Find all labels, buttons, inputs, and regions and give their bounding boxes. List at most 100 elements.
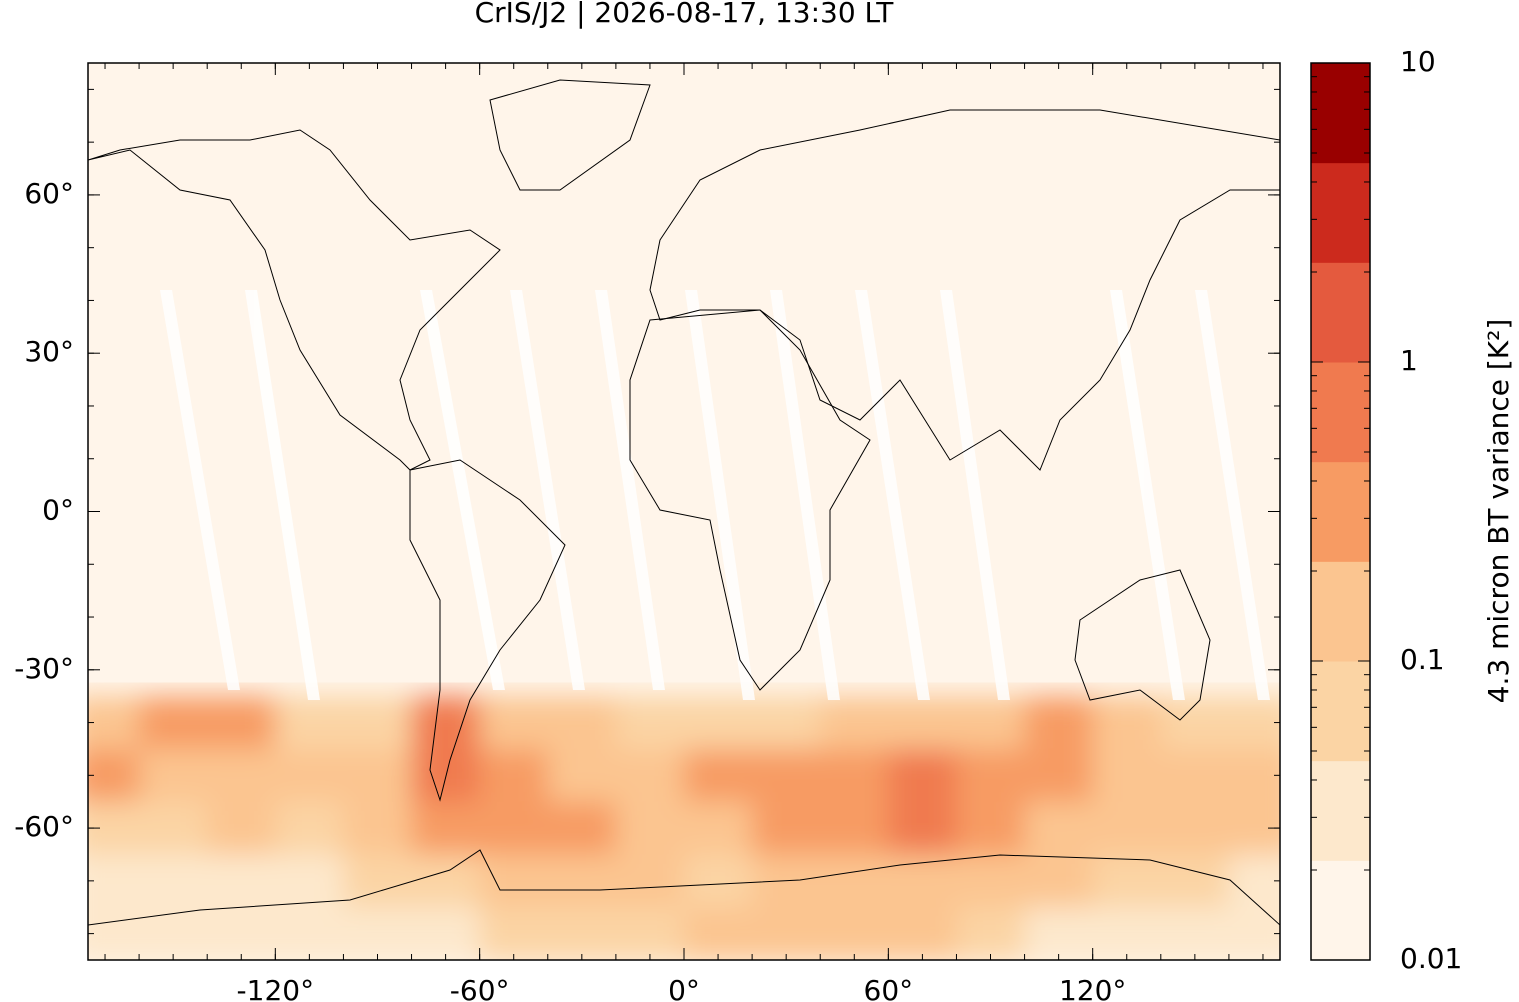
colorbar-band (1311, 262, 1370, 363)
field-cell (1092, 748, 1162, 803)
field-cell (343, 801, 413, 856)
field-cell (888, 696, 958, 750)
field-cell (684, 748, 754, 803)
field-cell (139, 696, 209, 750)
colorbar-band (1311, 561, 1370, 662)
field-cell (956, 907, 1026, 960)
field-cell (888, 854, 958, 909)
field-cell (275, 854, 345, 909)
field-cell (1160, 854, 1230, 909)
field-cell (547, 748, 617, 803)
field-cell (275, 801, 345, 856)
field-cell (1160, 801, 1230, 856)
field-cell (207, 907, 277, 960)
field-cell (820, 854, 890, 909)
colorbar-tick-label: 0.01 (1400, 942, 1462, 975)
field-cell (1228, 854, 1280, 909)
field-cell (820, 801, 890, 856)
colorbar-tick-label: 10 (1400, 45, 1436, 78)
field-cell (139, 907, 209, 960)
field-cell (1024, 696, 1094, 750)
colorbar-band (1311, 63, 1370, 164)
field-cell (820, 748, 890, 803)
field-cell (139, 801, 209, 856)
field-cell (1228, 748, 1280, 803)
field-cell (547, 801, 617, 856)
field-cell (684, 801, 754, 856)
data-gaps (160, 290, 1270, 700)
field-cell (1092, 854, 1162, 909)
field-cell (411, 801, 481, 856)
field-cell (752, 801, 822, 856)
colorbar-band (1311, 760, 1370, 861)
field-cell (1160, 748, 1230, 803)
field-cell (752, 907, 822, 960)
field-cell (275, 696, 345, 750)
field-cell (547, 907, 617, 960)
field-cell (207, 854, 277, 909)
field-cell (88, 907, 141, 960)
field-cell (1024, 748, 1094, 803)
field-cell (1024, 854, 1094, 909)
field-cell (1024, 907, 1094, 960)
field-cell (479, 696, 549, 750)
field-cell (275, 748, 345, 803)
field-cell (615, 907, 685, 960)
field-cell (888, 748, 958, 803)
field-cell (615, 696, 685, 750)
field-cell (479, 907, 549, 960)
field-cell (888, 907, 958, 960)
field-cell (615, 748, 685, 803)
colorbar-band (1311, 860, 1370, 961)
field-cell (343, 748, 413, 803)
field-cell (207, 748, 277, 803)
field-cell (1092, 907, 1162, 960)
field-cell (88, 854, 141, 909)
y-tick-label: -30° (14, 652, 74, 685)
chart-title: CrIS/J2 | 2026-08-17, 13:30 LT (475, 0, 895, 29)
colorbar-tick-label: 1 (1400, 344, 1418, 377)
field-cell (752, 696, 822, 750)
field-cell (88, 801, 141, 856)
field-cell (479, 854, 549, 909)
colorbar-frame (1310, 62, 1371, 961)
field-cell (275, 907, 345, 960)
field-cell (343, 696, 413, 750)
x-tick-label: -60° (450, 974, 510, 1002)
field-cell (752, 748, 822, 803)
field-cell (684, 696, 754, 750)
field-cell (956, 748, 1026, 803)
field-cell (615, 801, 685, 856)
field-cell (139, 748, 209, 803)
field-cell (139, 854, 209, 909)
field-cell (411, 854, 481, 909)
field-cell (1092, 801, 1162, 856)
field-cell (1160, 907, 1230, 960)
field-cell (207, 801, 277, 856)
field-cell (684, 854, 754, 909)
colorbar: 0.01 0.1 1 10 (1310, 45, 1462, 975)
field-cell (411, 907, 481, 960)
x-tick-label: 0° (668, 974, 700, 1002)
y-tick-label: 60° (24, 177, 74, 210)
field-cell (1228, 696, 1280, 750)
field-cell (956, 801, 1026, 856)
field-cell (343, 854, 413, 909)
field-cell (888, 801, 958, 856)
field-cell (752, 854, 822, 909)
field-cell (1092, 696, 1162, 750)
field-cell (207, 696, 277, 750)
field-cell (1228, 801, 1280, 856)
field-cell (615, 854, 685, 909)
colorbar-tick-label: 0.1 (1400, 643, 1445, 676)
field-cell (956, 854, 1026, 909)
field-cell (547, 854, 617, 909)
field-cell (88, 748, 141, 803)
x-tick-label: 60° (864, 974, 914, 1002)
colorbar-band (1311, 661, 1370, 762)
colorbar-band (1311, 461, 1370, 562)
field-cell (956, 696, 1026, 750)
field-cell (88, 696, 141, 750)
y-tick-label: -60° (14, 810, 74, 843)
